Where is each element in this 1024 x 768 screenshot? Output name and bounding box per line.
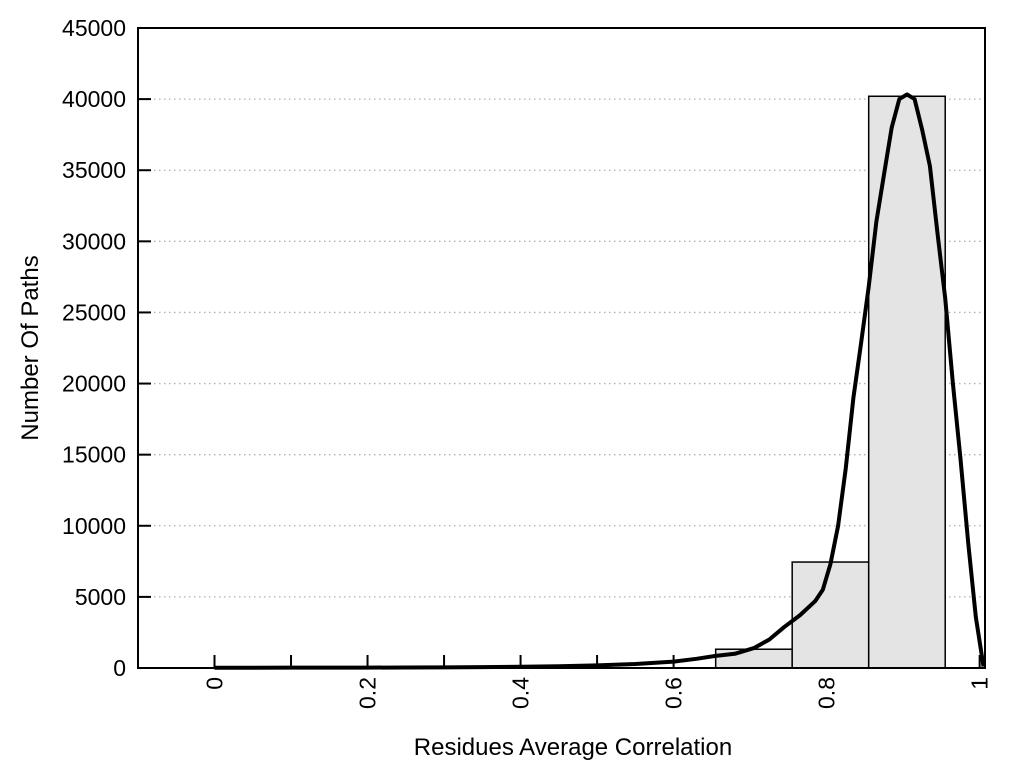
y-tick-label: 15000 xyxy=(62,442,126,468)
histogram-bar xyxy=(714,648,793,669)
grid-layer xyxy=(139,98,984,598)
x-tick-label: 0.4 xyxy=(508,677,534,709)
y-tick-label: 25000 xyxy=(62,299,126,325)
y-tick-label: 45000 xyxy=(62,15,126,41)
y-tick-label: 0 xyxy=(113,655,126,681)
x-tick-label: 0 xyxy=(202,677,228,690)
y-tick-label: 10000 xyxy=(62,513,126,539)
y-tick-label: 40000 xyxy=(62,86,126,112)
x-tick-label: 0.2 xyxy=(355,677,381,709)
plot-frame-layer xyxy=(137,27,986,669)
x-tick-label: 1 xyxy=(967,677,993,690)
y-axis-title: Number Of Paths xyxy=(17,255,44,440)
histogram-bars xyxy=(714,95,946,669)
x-tick-label: 0.6 xyxy=(661,677,687,709)
y-tick-label: 20000 xyxy=(62,371,126,397)
tick-label-layer: 0 5000 10000 15000 20000 25000 30000 35000 40000… xyxy=(62,15,993,709)
x-tick-label: 0.8 xyxy=(814,677,840,709)
y-tick-label: 30000 xyxy=(62,228,126,254)
y-tick-label: 5000 xyxy=(75,584,126,610)
x-axis-title: Residues Average Correlation xyxy=(414,734,732,761)
histogram-bar xyxy=(867,95,946,669)
histogram-bar xyxy=(791,561,870,669)
y-tick-label: 35000 xyxy=(62,157,126,183)
plot-frame xyxy=(137,27,986,669)
